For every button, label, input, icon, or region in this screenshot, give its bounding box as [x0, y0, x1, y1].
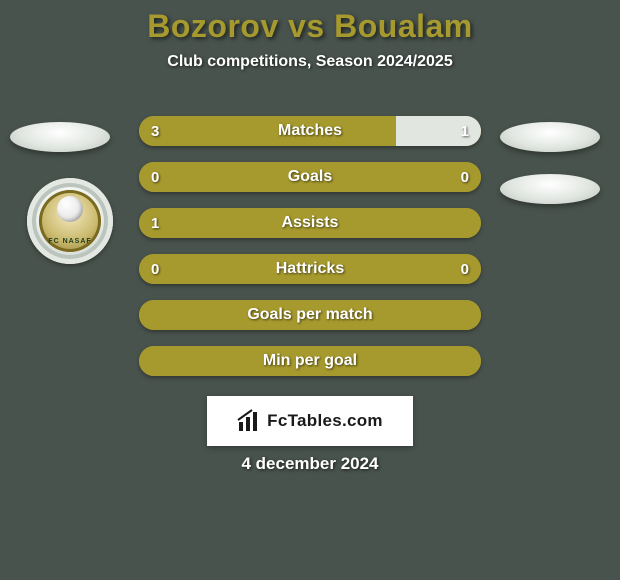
- stat-row: Assists1: [139, 208, 481, 238]
- subtitle: Club competitions, Season 2024/2025: [0, 53, 620, 71]
- stat-value-left: 0: [151, 162, 159, 192]
- comparison-card: Bozorov vs Boualam Club competitions, Se…: [0, 0, 620, 580]
- stat-label: Goals per match: [139, 300, 481, 330]
- stat-value-right: 0: [461, 162, 469, 192]
- attribution-text: FcTables.com: [267, 411, 383, 431]
- stat-row: Min per goal: [139, 346, 481, 376]
- stats-bars: Matches31Goals00Assists1Hattricks00Goals…: [0, 116, 620, 392]
- stat-row: Matches3 1: [139, 116, 481, 146]
- stat-label: Assists: [139, 208, 481, 238]
- stat-label: Hattricks: [139, 254, 481, 284]
- stat-label: Min per goal: [139, 346, 481, 376]
- bar-chart-icon: [237, 409, 261, 433]
- stat-value-right: 1: [461, 116, 469, 146]
- stat-label: Matches: [139, 116, 481, 146]
- stat-row: Hattricks0 0: [139, 254, 481, 284]
- stat-value-left: 1: [151, 208, 159, 238]
- stat-value-left: 3: [151, 116, 159, 146]
- attribution-badge[interactable]: FcTables.com: [207, 396, 413, 446]
- stat-label: Goals: [139, 162, 481, 192]
- title-right: Boualam: [334, 8, 473, 44]
- stat-row: Goals0 0: [139, 162, 481, 192]
- title-mid: vs: [279, 8, 334, 44]
- stat-value-right: 0: [461, 254, 469, 284]
- page-title: Bozorov vs Boualam: [0, 0, 620, 45]
- title-left: Bozorov: [147, 8, 279, 44]
- stat-row: Goals per match: [139, 300, 481, 330]
- stat-value-left: 0: [151, 254, 159, 284]
- date-text: 4 december 2024: [0, 454, 620, 474]
